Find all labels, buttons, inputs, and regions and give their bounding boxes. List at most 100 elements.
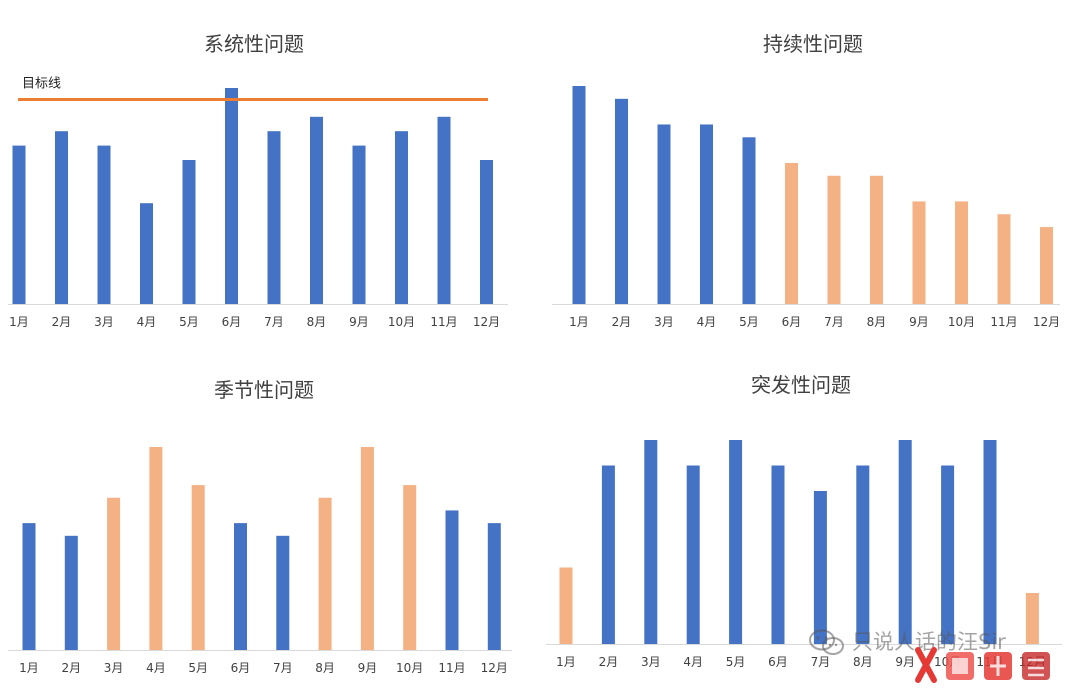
bar-7月 <box>276 535 290 650</box>
chart-svg: 1月 2月 3月 4月 5月 6月 7月 8月 9月 10月 11月 12月 目标线 <box>8 77 508 329</box>
bar-3月 <box>644 440 658 644</box>
bar-4月 <box>700 124 713 305</box>
x-tick-label: 12月 <box>1033 315 1060 329</box>
bar-10月 <box>395 131 408 304</box>
bar-11月 <box>445 510 459 650</box>
x-tick-label: 5月 <box>179 315 199 329</box>
bar-2月 <box>615 98 628 304</box>
bar-9月 <box>898 440 912 644</box>
bar-10月 <box>941 465 955 644</box>
x-tick-label: 11月 <box>438 661 465 675</box>
bar-12月 <box>487 523 501 650</box>
chart-panel-sudden: 突发性问题 1月 2月 3月 4月 5月 6月 7月 8月 9月 10月 11月 12月 <box>540 345 1080 691</box>
bar-5月 <box>182 160 196 304</box>
x-tick-label: 2月 <box>52 315 72 329</box>
bar-7月 <box>813 491 827 644</box>
x-tick-label: 8月 <box>307 315 327 329</box>
bar-12月 <box>1040 227 1053 304</box>
x-tick-label: 4月 <box>137 315 157 329</box>
x-tick-label: 7月 <box>811 655 831 669</box>
bar-11月 <box>437 116 451 304</box>
bar-7月 <box>827 175 841 304</box>
x-tick-label: 4月 <box>697 315 717 329</box>
chart-panel-continuous: 持续性问题 1月 2月 3月 4月 5月 6月 7月 8月 9月 10月 11月 12月 <box>540 0 1080 340</box>
x-tick-label: 11月 <box>430 315 457 329</box>
x-tick-label: 3月 <box>654 315 674 329</box>
x-tick-label: 12月 <box>481 661 508 675</box>
bar-9月 <box>912 201 926 304</box>
bar-1月 <box>22 523 36 650</box>
chart-svg: 1月 2月 3月 4月 5月 6月 7月 8月 9月 10月 11月 12月 <box>546 440 1062 669</box>
bar-4月 <box>149 447 163 650</box>
x-tick-label: 7月 <box>273 661 293 675</box>
x-tick-label: 1月 <box>569 315 589 329</box>
bar-3月 <box>657 124 671 305</box>
x-tick-label: 7月 <box>264 315 284 329</box>
bar-5月 <box>742 137 756 304</box>
bar-4月 <box>140 203 153 304</box>
bar-2月 <box>601 465 615 644</box>
x-tick-label: 6月 <box>222 315 242 329</box>
bar-8月 <box>856 465 870 644</box>
x-tick-label: 8月 <box>853 655 873 669</box>
bar-9月 <box>360 447 374 650</box>
bar-5月 <box>191 485 205 650</box>
bar-12月 <box>480 160 493 304</box>
x-tick-label: 10月 <box>396 661 423 675</box>
x-tick-label: 9月 <box>909 315 929 329</box>
x-tick-label: 4月 <box>683 655 703 669</box>
bar-2月 <box>64 535 78 650</box>
bar-5月 <box>729 440 743 644</box>
x-tick-label: 6月 <box>768 655 788 669</box>
chart-title: 系统性问题 <box>204 32 304 56</box>
x-tick-label: 12月 <box>1019 655 1046 669</box>
x-tick-label: 2月 <box>61 661 81 675</box>
bar-1月 <box>12 145 26 304</box>
x-tick-label: 3月 <box>641 655 661 669</box>
x-tick-label: 3月 <box>104 661 124 675</box>
x-tick-label: 4月 <box>146 661 166 675</box>
chart-title: 持续性问题 <box>763 32 863 56</box>
x-tick-label: 8月 <box>315 661 335 675</box>
bar-7月 <box>267 131 281 304</box>
bar-8月 <box>318 497 332 650</box>
x-tick-label: 10月 <box>388 315 415 329</box>
bar-12月 <box>1025 593 1039 644</box>
x-tick-label: 11月 <box>990 315 1017 329</box>
chart-title: 季节性问题 <box>214 378 314 402</box>
x-tick-label: 6月 <box>782 315 802 329</box>
chart-svg: 1月 2月 3月 4月 5月 6月 7月 8月 9月 10月 11月 12月 <box>8 447 512 675</box>
x-tick-label: 9月 <box>349 315 369 329</box>
bar-3月 <box>97 145 111 304</box>
x-tick-label: 1月 <box>19 661 39 675</box>
x-tick-label: 1月 <box>556 655 576 669</box>
bar-8月 <box>310 116 323 304</box>
x-tick-label: 10月 <box>934 655 961 669</box>
bar-10月 <box>955 201 968 304</box>
x-tick-label: 9月 <box>895 655 915 669</box>
bar-10月 <box>403 485 417 650</box>
x-tick-label: 9月 <box>358 661 378 675</box>
x-tick-label: 3月 <box>94 315 114 329</box>
x-tick-label: 2月 <box>599 655 619 669</box>
chart-title: 突发性问题 <box>751 373 851 397</box>
chart-panel-seasonal: 季节性问题 1月 2月 3月 4月 5月 6月 7月 8月 9月 10月 11月 12月 <box>0 345 520 691</box>
target-line-label: 目标线 <box>22 77 61 92</box>
x-tick-label: 8月 <box>867 315 887 329</box>
bar-3月 <box>107 497 121 650</box>
x-tick-label: 7月 <box>824 315 844 329</box>
x-tick-label: 6月 <box>231 661 251 675</box>
bar-6月 <box>771 465 785 644</box>
x-tick-label: 5月 <box>188 661 208 675</box>
bar-8月 <box>870 175 883 304</box>
chart-panel-systemic: 系统性问题 1月 2月 3月 4月 5月 6月 7月 8月 9月 10月 11月 12月 目标线 <box>0 0 520 340</box>
x-tick-label: 12月 <box>473 315 500 329</box>
bar-11月 <box>997 214 1011 304</box>
bar-6月 <box>785 162 798 304</box>
bar-2月 <box>55 131 68 304</box>
x-tick-label: 11月 <box>976 655 1003 669</box>
bar-11月 <box>983 440 997 644</box>
x-tick-label: 2月 <box>612 315 632 329</box>
bar-1月 <box>559 567 573 644</box>
bar-4月 <box>686 465 700 644</box>
